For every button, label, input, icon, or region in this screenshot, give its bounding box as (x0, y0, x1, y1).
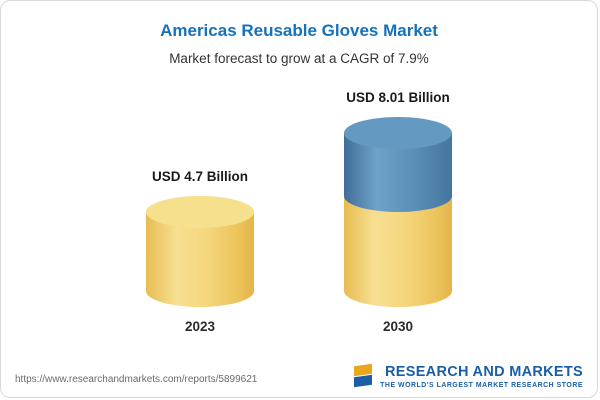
bar-group-2030: USD 8.01 Billion 2030 (323, 90, 473, 334)
report-url-link[interactable]: https://www.researchandmarkets.com/repor… (15, 374, 258, 385)
logo-wordmark: RESEARCH AND MARKETS (385, 363, 583, 380)
cylinder-top-2030 (344, 117, 452, 149)
logo-text-block: RESEARCH AND MARKETS THE WORLD'S LARGEST… (380, 364, 583, 389)
value-label-2023: USD 4.7 Billion (151, 169, 249, 184)
cylinder-bar-2023 (146, 196, 254, 307)
bar-group-2023: USD 4.7 Billion 2023 (125, 169, 275, 334)
chart-title: Americas Reusable Gloves Market (160, 21, 438, 40)
logo-flag-icon (352, 363, 374, 389)
cylinder-base-segment-2030 (344, 196, 452, 307)
footer: https://www.researchandmarkets.com/repor… (15, 363, 583, 389)
category-label-2023: 2023 (184, 319, 216, 334)
category-label-2030: 2030 (382, 319, 414, 334)
research-and-markets-logo[interactable]: RESEARCH AND MARKETS THE WORLD'S LARGEST… (352, 363, 583, 389)
cylinder-top-2023 (146, 196, 254, 228)
value-label-2030: USD 8.01 Billion (346, 90, 450, 105)
logo-tagline: THE WORLD'S LARGEST MARKET RESEARCH STOR… (380, 381, 583, 389)
chart-header: Americas Reusable Gloves Market Market f… (1, 1, 597, 66)
chart-area: USD 4.7 Billion 2023 USD 8.01 Billion 20… (1, 72, 597, 334)
cylinder-bar-2030 (344, 117, 452, 307)
chart-subtitle: Market forecast to grow at a CAGR of 7.9… (169, 51, 429, 66)
